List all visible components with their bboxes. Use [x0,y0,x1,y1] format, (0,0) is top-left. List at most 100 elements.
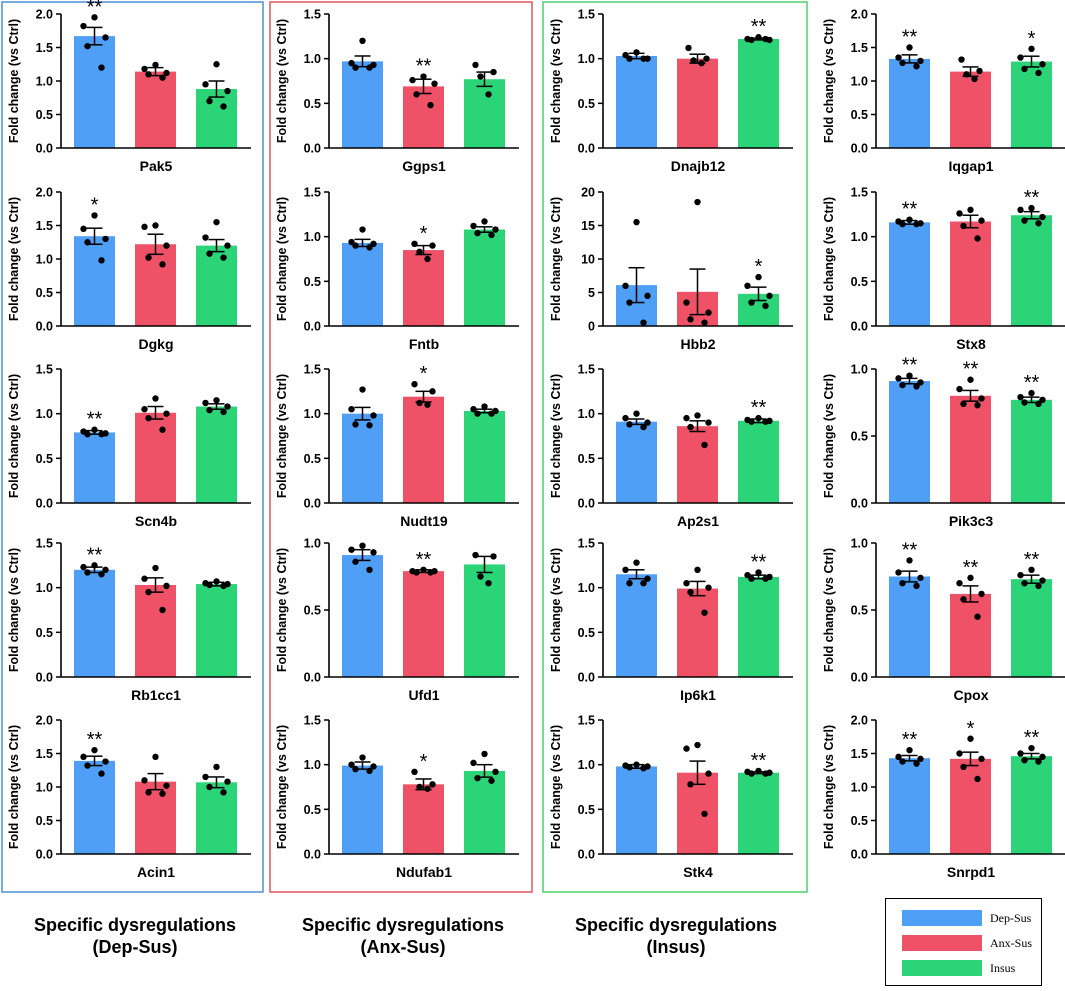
data-point-stx8-insus [1021,217,1028,224]
data-point-ufd1-dep-sus [359,542,366,549]
data-point-dgkg-anx-sus [163,242,170,249]
y-tick-label-scn4b: 1.5 [36,363,53,377]
y-tick-label-nudt19: 1.0 [304,407,321,421]
y-tick-label-ggps1: 0.5 [304,97,321,111]
data-point-iqgap1-dep-sus [899,59,906,67]
data-point-dgkg-insus [224,242,231,249]
y-axis-label-nudt19: Fold change (vs Ctrl) [275,374,289,498]
data-point-rb1cc1-dep-sus [91,562,98,569]
y-tick-label-rb1cc1: 1.5 [36,537,53,551]
data-point-snrpd1-anx-sus [967,735,974,742]
bar-ndufab1-anx-sus [403,784,444,854]
data-point-ndufab1-anx-sus [416,783,423,791]
y-tick-label-pik3c3: 0.0 [851,497,868,511]
data-point-rb1cc1-anx-sus [159,606,166,614]
data-point-ip6k1-insus [755,569,762,576]
data-point-ap2s1-anx-sus [705,419,712,426]
significance-iqgap1-dep-sus: ** [902,27,918,49]
data-point-stk4-insus [755,767,762,775]
bar-dgkg-dep-sus [74,236,115,326]
data-point-pik3c3-dep-sus [895,375,902,382]
data-point-cpox-dep-sus [913,582,920,590]
legend-swatch-anx-sus [902,935,982,951]
y-tick-label-ggps1: 1.5 [304,8,321,22]
chart-title-dgkg: Dgkg [139,336,174,352]
data-point-ap2s1-insus [748,418,755,425]
data-point-ggps1-anx-sus [431,80,438,87]
significance-ap2s1-insus: ** [751,397,767,419]
data-point-rb1cc1-insus [206,581,213,589]
data-point-stk4-anx-sus [701,810,708,817]
bar-ap2s1-anx-sus [677,426,718,503]
bar-ap2s1-dep-sus [616,421,657,503]
data-point-ap2s1-anx-sus [701,441,708,449]
data-point-ndufab1-dep-sus [348,761,355,768]
data-point-hbb2-anx-sus [694,198,701,206]
data-point-acin1-anx-sus [159,790,166,797]
data-point-pik3c3-anx-sus [967,376,974,383]
y-tick-label-rb1cc1: 0.5 [36,626,53,640]
bar-acin1-insus [196,782,237,854]
y-axis-label-dnajb12: Fold change (vs Ctrl) [549,19,563,143]
data-point-nudt19-dep-sus [348,406,355,413]
chart-title-snrpd1: Snrpd1 [947,864,995,880]
bar-dgkg-anx-sus [135,244,176,326]
chart-title-ufd1: Ufd1 [408,687,439,703]
data-point-ip6k1-insus [762,575,769,582]
data-point-dnajb12-anx-sus [698,59,705,67]
data-point-dgkg-anx-sus [159,261,166,268]
data-point-ggps1-dep-sus [359,37,366,44]
data-point-rb1cc1-dep-sus [102,566,109,573]
data-point-pik3c3-anx-sus [960,400,967,408]
data-point-cpox-insus [1017,571,1024,579]
y-tick-label-iqgap1: 2.0 [851,8,868,22]
data-point-snrpd1-anx-sus [974,775,981,783]
data-point-cpox-dep-sus [917,574,924,582]
data-point-ggps1-dep-sus [348,59,355,67]
significance-ufd1-anx-sus: ** [416,549,432,571]
group-box-anx-sus [269,1,533,893]
y-tick-label-stx8: 0.0 [851,320,868,334]
data-point-fntb-dep-sus [359,226,366,233]
data-point-ggps1-insus [472,61,479,69]
y-tick-label-ap2s1: 0.5 [578,452,595,466]
group-title-dep-sus-line2: (Dep-Sus) [92,937,178,957]
y-tick-label-pik3c3: 0.5 [851,430,868,444]
data-point-stk4-anx-sus [683,745,690,752]
y-tick-label-hbb2: 10 [581,253,595,267]
bar-nudt19-insus [464,410,505,503]
y-tick-label-ip6k1: 0.0 [578,671,595,685]
y-tick-label-fntb: 0.5 [304,275,321,289]
data-point-rb1cc1-dep-sus [84,569,91,576]
y-axis-label-cpox: Fold change (vs Ctrl) [822,548,836,672]
data-point-fntb-anx-sus [424,255,431,263]
data-point-iqgap1-anx-sus [971,75,978,83]
data-point-ggps1-anx-sus [420,73,427,80]
data-point-hbb2-insus [762,302,769,310]
legend-item-insus: Insus [902,959,1015,977]
bar-scn4b-dep-sus [74,432,115,503]
data-point-dgkg-anx-sus [152,222,159,229]
data-point-nudt19-insus [488,410,495,417]
y-axis-label-hbb2: Fold change (vs Ctrl) [549,197,563,321]
data-point-snrpd1-insus [1028,744,1035,752]
data-point-hbb2-insus [766,292,773,300]
data-point-dnajb12-anx-sus [690,57,697,64]
y-tick-label-acin1: 1.0 [36,781,53,795]
y-tick-label-ap2s1: 1.5 [578,363,595,377]
y-tick-label-pak5: 0.5 [36,108,53,122]
data-point-pik3c3-dep-sus [906,372,913,379]
significance-stk4-insus: ** [751,750,767,772]
bar-stk4-insus [738,772,779,854]
group-title-insus-line1: Specific dysregulations [574,915,778,935]
data-point-dnajb12-anx-sus [703,55,710,62]
data-point-ip6k1-dep-sus [622,566,629,573]
data-point-fntb-insus [488,231,495,239]
data-point-ufd1-anx-sus [420,566,427,573]
data-point-snrpd1-insus [1039,753,1046,761]
data-point-stx8-insus [1017,206,1024,214]
y-axis-label-stx8: Fold change (vs Ctrl) [822,197,836,321]
chart-title-nudt19: Nudt19 [400,513,448,529]
significance-ggps1-anx-sus: ** [416,56,432,78]
bar-ggps1-anx-sus [403,86,444,148]
